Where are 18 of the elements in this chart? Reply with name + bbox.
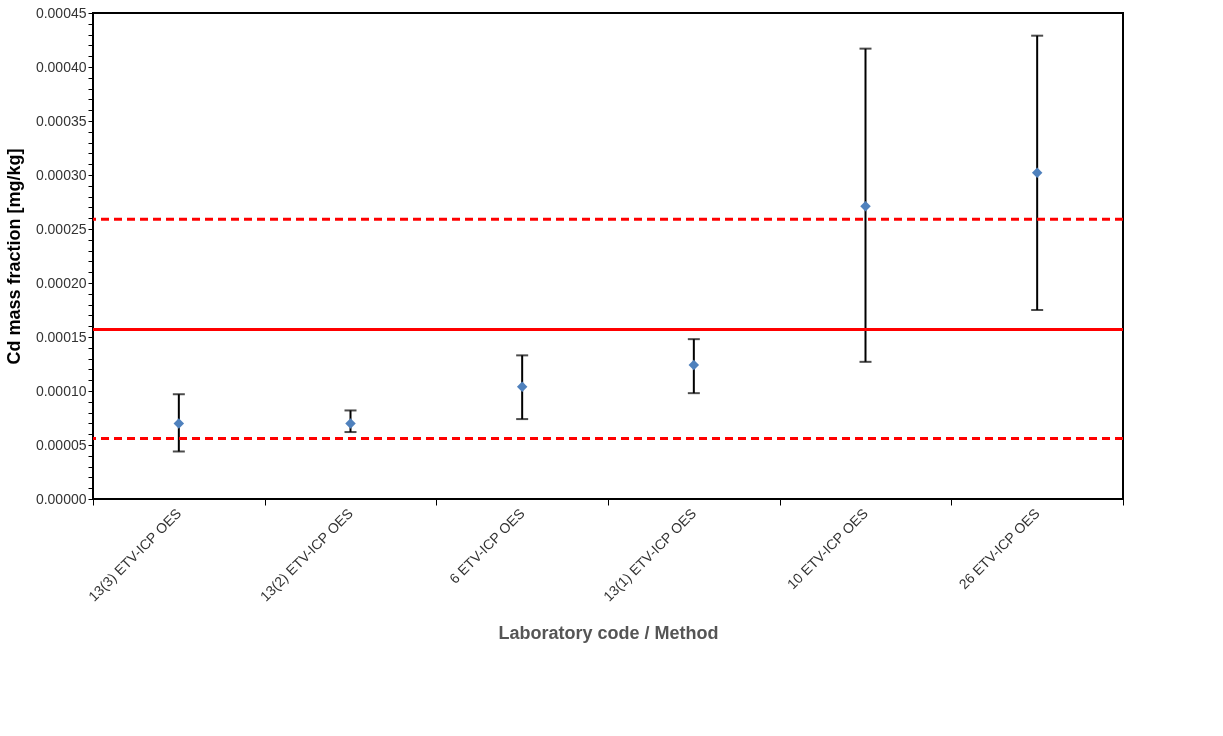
y-axis-title: Cd mass fraction [mg/kg] — [3, 148, 24, 365]
y-tick-label: 0.00015 — [35, 328, 87, 345]
point — [345, 418, 356, 429]
x-axis-title: Laboratory code / Method — [498, 623, 719, 644]
point — [516, 381, 528, 392]
point — [1031, 167, 1043, 179]
y-tick-label: 0.00000 — [35, 490, 87, 507]
point — [173, 418, 185, 429]
y-tick-label: 0.00005 — [35, 436, 87, 453]
point — [860, 201, 871, 212]
point — [688, 359, 700, 371]
y-tick-label: 0.00030 — [35, 166, 87, 183]
y-tick-label: 0.00010 — [35, 382, 87, 399]
y-tick-label: 0.00035 — [35, 112, 87, 129]
y-tick-label: 0.00040 — [35, 58, 87, 75]
y-tick-label: 0.00045 — [35, 4, 87, 21]
y-tick-label: 0.00025 — [35, 220, 87, 237]
y-tick-label: 0.00020 — [35, 274, 87, 291]
